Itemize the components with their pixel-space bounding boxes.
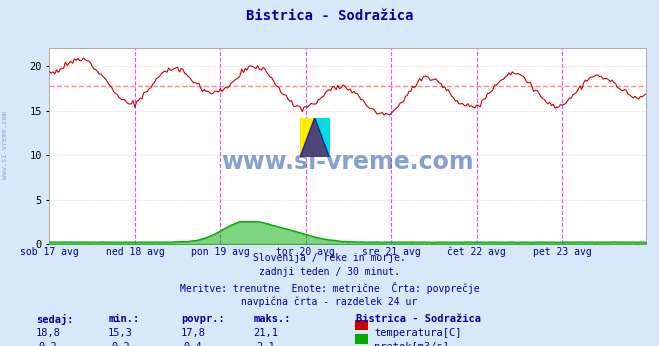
Text: pretok[m3/s]: pretok[m3/s] [374,342,449,346]
Text: www.si-vreme.com: www.si-vreme.com [221,150,474,174]
Text: Meritve: trenutne  Enote: metrične  Črta: povprečje: Meritve: trenutne Enote: metrične Črta: … [180,282,479,294]
Text: povpr.:: povpr.: [181,314,225,324]
Polygon shape [315,118,330,157]
Text: temperatura[C]: temperatura[C] [374,328,462,338]
Text: 18,8: 18,8 [36,328,61,338]
Text: maks.:: maks.: [254,314,291,324]
Text: navpična črta - razdelek 24 ur: navpična črta - razdelek 24 ur [241,296,418,307]
Text: 17,8: 17,8 [181,328,206,338]
Text: zadnji teden / 30 minut.: zadnji teden / 30 minut. [259,267,400,277]
Text: sedaj:: sedaj: [36,314,74,325]
Text: Slovenija / reke in morje.: Slovenija / reke in morje. [253,253,406,263]
Polygon shape [300,118,330,157]
Text: 2,1: 2,1 [256,342,275,346]
Text: min.:: min.: [109,314,140,324]
Polygon shape [300,118,330,157]
Text: Bistrica - Sodražica: Bistrica - Sodražica [356,314,481,324]
Text: 0,4: 0,4 [184,342,202,346]
Text: 21,1: 21,1 [253,328,278,338]
Text: 0,2: 0,2 [39,342,57,346]
Text: 15,3: 15,3 [108,328,133,338]
Text: www.si-vreme.com: www.si-vreme.com [2,111,9,179]
Text: Bistrica - Sodražica: Bistrica - Sodražica [246,9,413,22]
Text: 0,2: 0,2 [111,342,130,346]
